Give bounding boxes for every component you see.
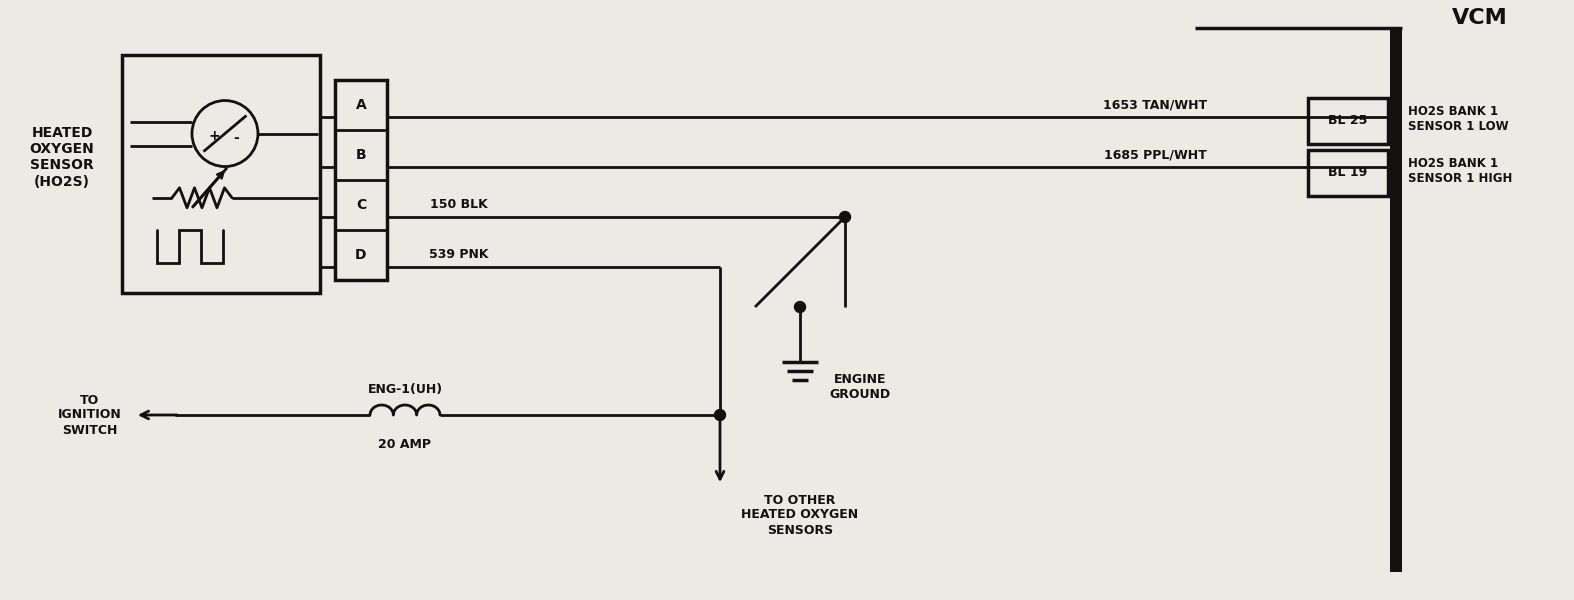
Text: HO2S BANK 1
SENSOR 1 LOW: HO2S BANK 1 SENSOR 1 LOW: [1409, 105, 1508, 133]
Text: -: -: [233, 131, 239, 145]
Text: A: A: [356, 98, 367, 112]
Text: TO
IGNITION
SWITCH: TO IGNITION SWITCH: [58, 394, 121, 437]
Text: HO2S BANK 1
SENSOR 1 HIGH: HO2S BANK 1 SENSOR 1 HIGH: [1409, 157, 1513, 185]
Text: +: +: [208, 128, 220, 143]
Bar: [1390, 28, 1402, 572]
Text: BL 19: BL 19: [1328, 166, 1368, 179]
Text: D: D: [356, 248, 367, 262]
Text: B: B: [356, 148, 367, 162]
Bar: [123, 55, 320, 293]
Text: VCM: VCM: [1453, 8, 1508, 28]
Text: ENGINE
GROUND: ENGINE GROUND: [829, 373, 891, 401]
Text: HEATED
OXYGEN
SENSOR
(HO2S): HEATED OXYGEN SENSOR (HO2S): [30, 126, 94, 188]
Bar: [1308, 98, 1388, 144]
Text: C: C: [356, 198, 367, 212]
Text: BL 25: BL 25: [1328, 115, 1368, 127]
Text: 539 PNK: 539 PNK: [430, 248, 490, 262]
Circle shape: [839, 211, 850, 223]
Text: ENG-1(UH): ENG-1(UH): [367, 383, 442, 397]
Text: 1653 TAN/WHT: 1653 TAN/WHT: [1103, 98, 1207, 112]
Text: TO OTHER
HEATED OXYGEN
SENSORS: TO OTHER HEATED OXYGEN SENSORS: [741, 493, 858, 536]
Circle shape: [795, 301, 806, 313]
Text: 20 AMP: 20 AMP: [378, 439, 431, 451]
Text: 150 BLK: 150 BLK: [430, 199, 488, 211]
Bar: [335, 80, 387, 280]
Bar: [1308, 150, 1388, 196]
Text: 1685 PPL/WHT: 1685 PPL/WHT: [1103, 148, 1206, 161]
Circle shape: [715, 409, 726, 421]
